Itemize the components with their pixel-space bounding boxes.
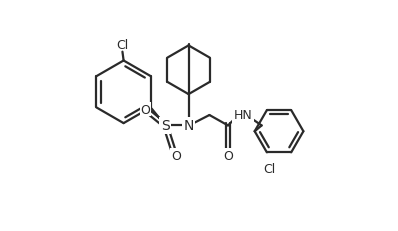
Text: O: O [223,149,233,162]
Text: O: O [171,149,181,162]
Text: N: N [183,119,194,133]
Text: Cl: Cl [263,162,275,175]
Text: S: S [161,119,170,133]
Text: Cl: Cl [116,39,129,52]
Text: HN: HN [234,109,252,122]
Text: O: O [141,103,150,116]
